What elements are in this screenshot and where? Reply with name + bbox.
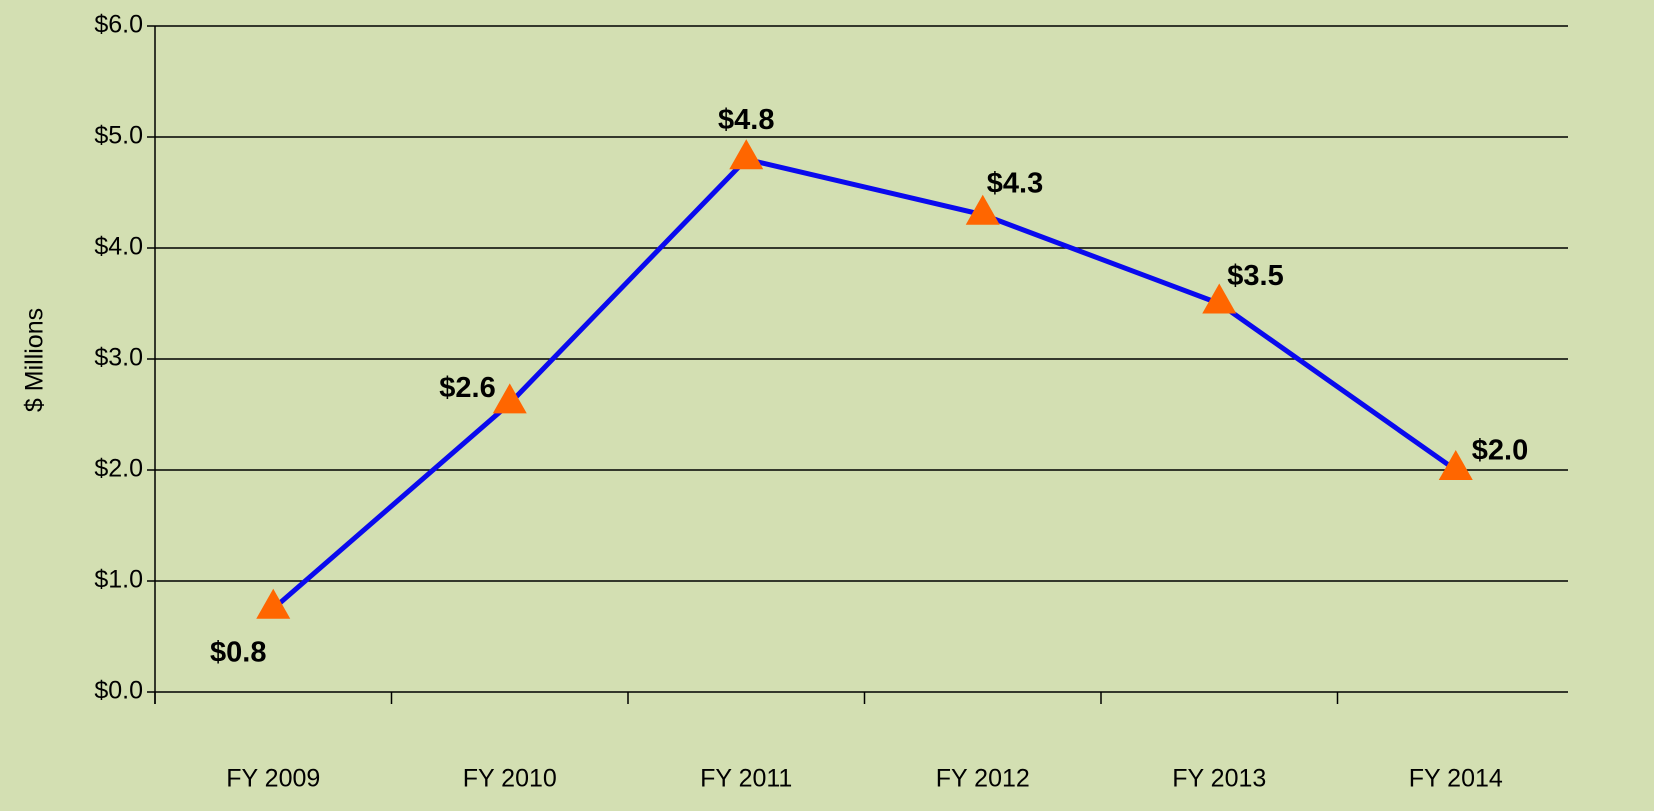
value-label: $3.5 [1227, 260, 1283, 292]
y-tick-label: $1.0 [94, 566, 143, 594]
marker [1202, 283, 1237, 314]
marker [729, 139, 764, 170]
y-tick-label: $3.0 [94, 344, 143, 372]
value-label: $0.8 [210, 636, 266, 668]
marker [492, 383, 527, 414]
value-label: $2.0 [1472, 435, 1528, 467]
x-tick-label: FY 2009 [226, 765, 320, 793]
value-label: $4.8 [718, 104, 774, 136]
line [271, 156, 1458, 611]
marker [256, 588, 291, 619]
y-axis-title: $ Millions [21, 308, 49, 412]
x-tick-label: FY 2014 [1409, 765, 1503, 793]
x-tick-label: FY 2011 [700, 765, 792, 793]
y-tick-label: $5.0 [94, 122, 143, 150]
x-tick-label: FY 2012 [936, 765, 1030, 793]
y-tick-label: $2.0 [94, 455, 143, 483]
y-tick-label: $4.0 [94, 233, 143, 261]
y-tick-label: $6.0 [94, 11, 143, 39]
marker [965, 194, 1000, 225]
value-label: $4.3 [987, 167, 1043, 199]
x-tick-label: FY 2013 [1172, 765, 1266, 793]
x-tick-label: FY 2010 [463, 765, 557, 793]
value-label: $2.6 [439, 372, 495, 404]
y-tick-label: $0.0 [94, 677, 143, 705]
marker [1438, 450, 1473, 480]
